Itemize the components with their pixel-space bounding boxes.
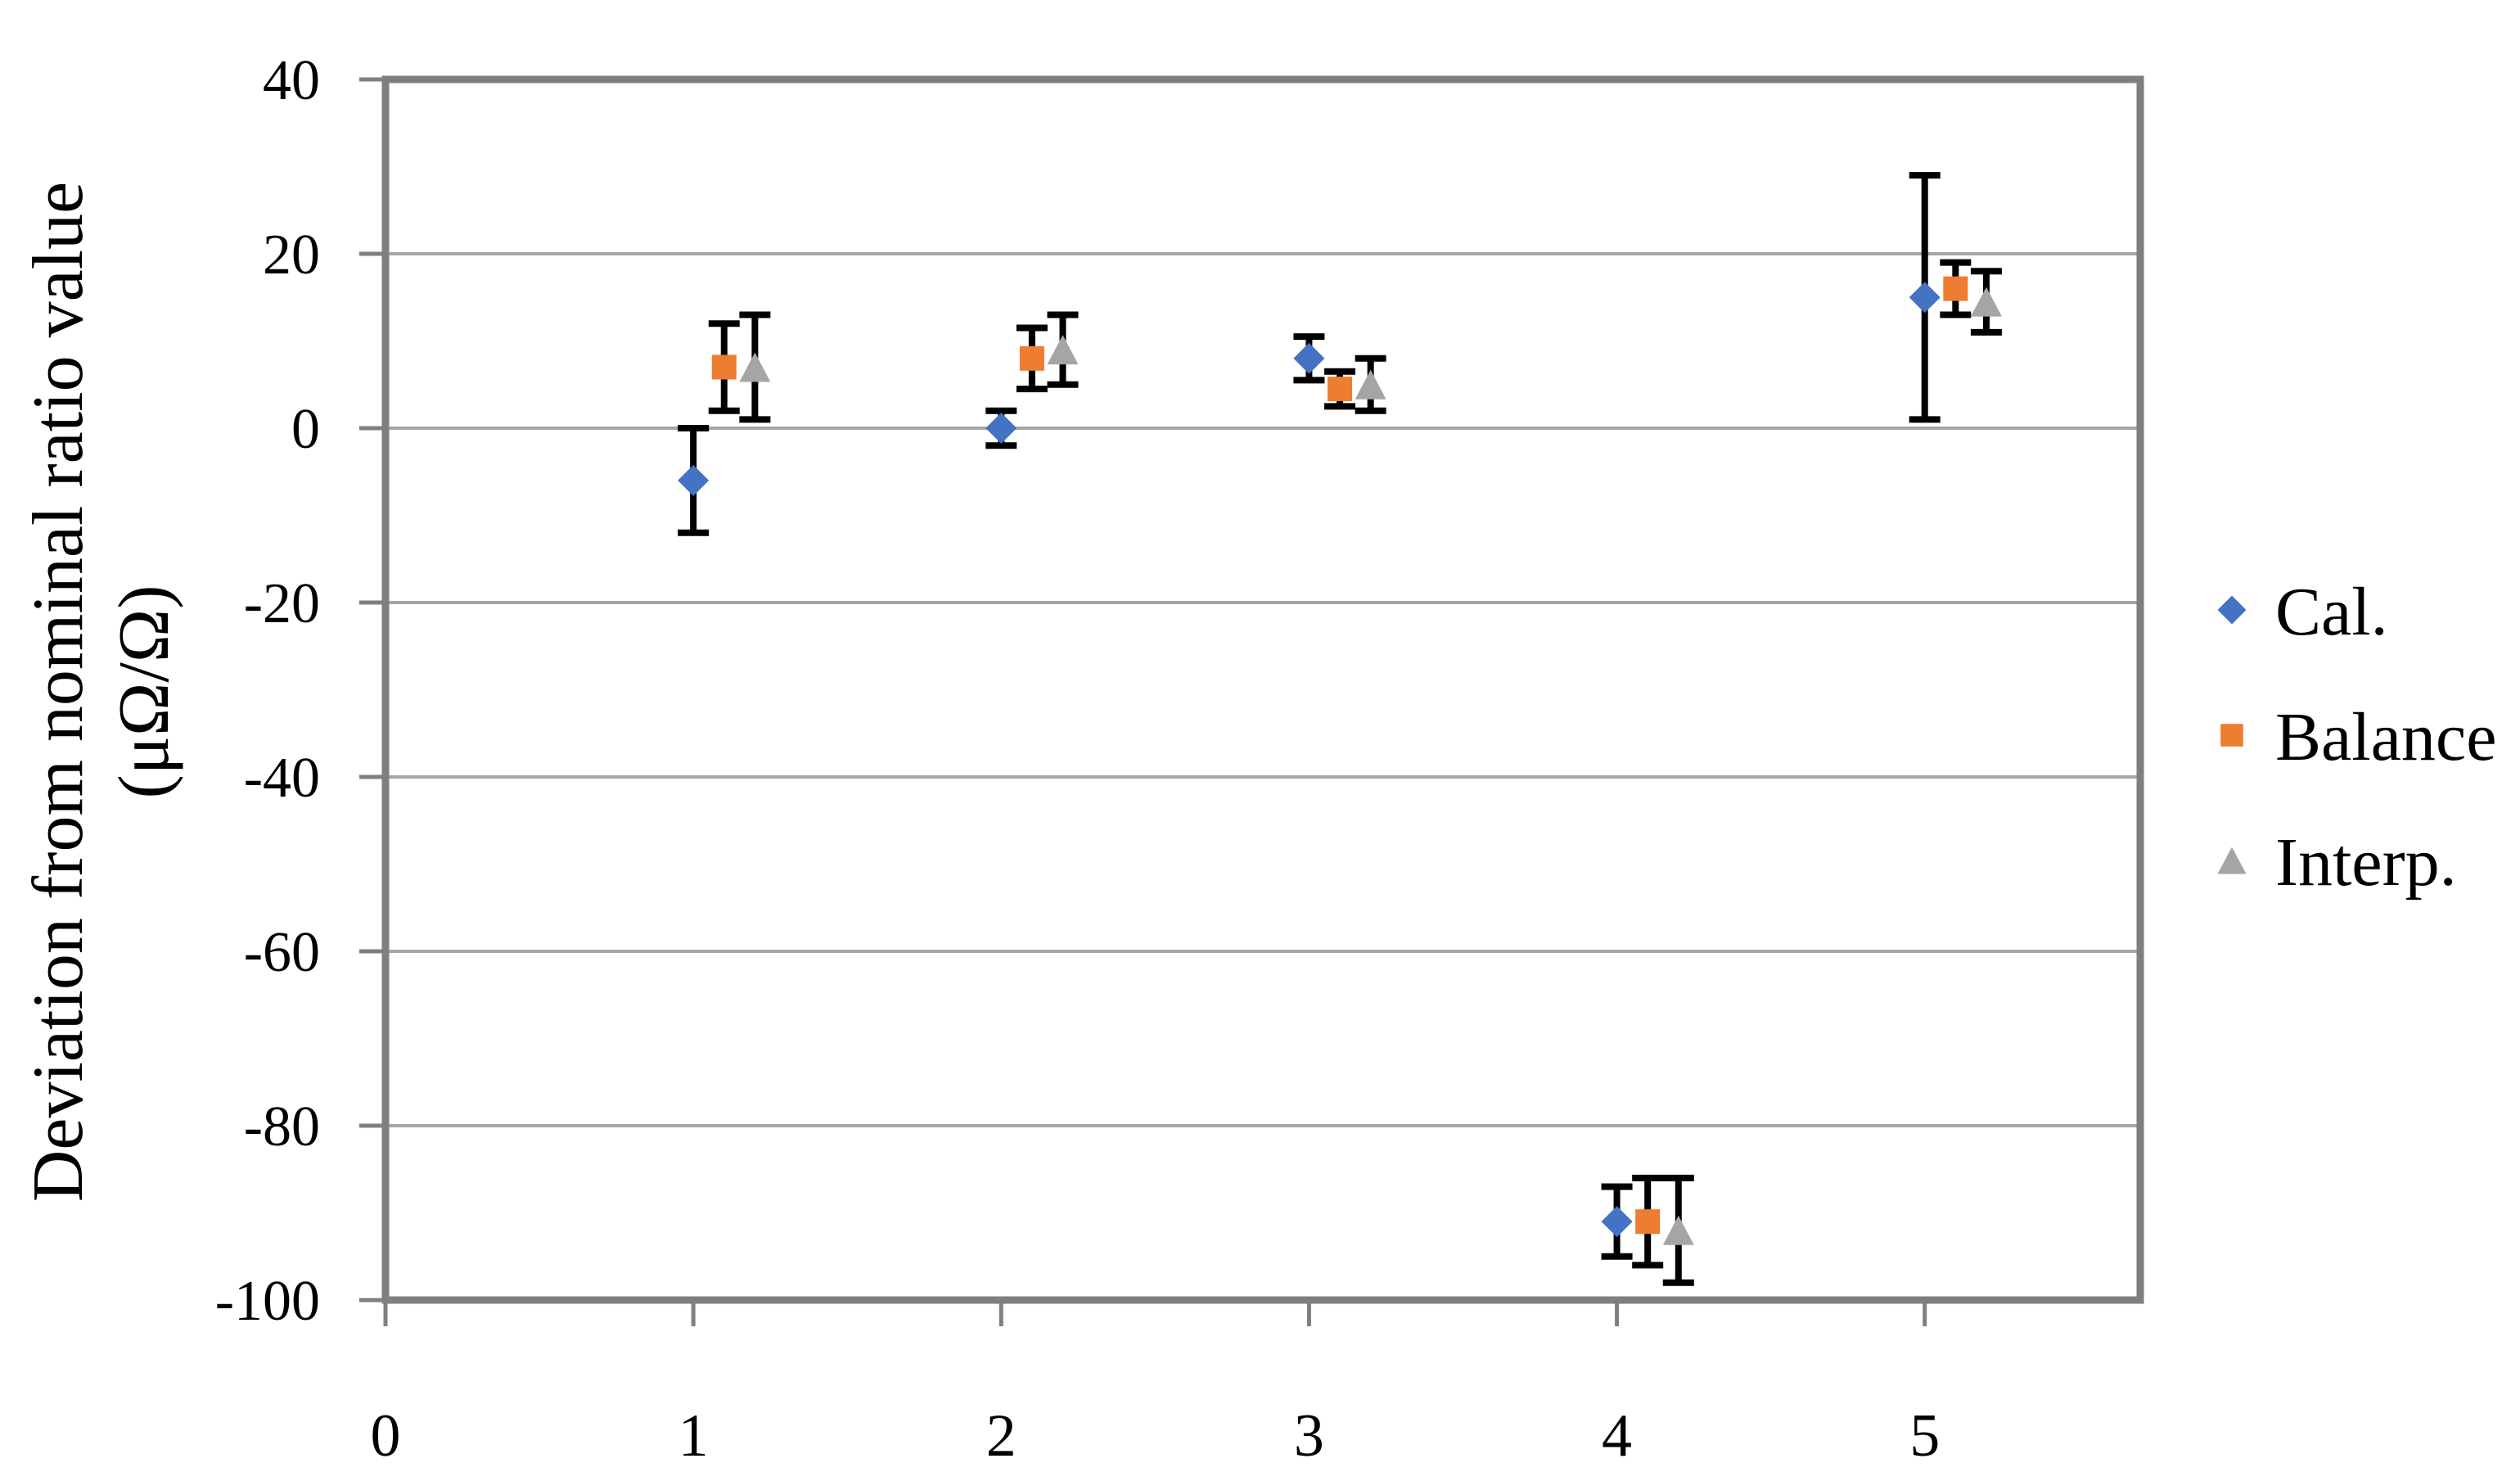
legend-marker-triangle — [2217, 847, 2247, 874]
legend-marker-diamond — [2217, 595, 2247, 625]
marker-diamond — [678, 464, 710, 496]
legend-label: Interp. — [2275, 824, 2457, 901]
error-bars — [678, 172, 2002, 1286]
legend-label: Cal. — [2275, 574, 2388, 650]
gridlines — [385, 78, 2140, 1302]
markers — [678, 276, 2002, 1245]
y-axis-title-line2: (μΩ/Ω) — [105, 585, 184, 798]
marker-diamond — [1601, 1206, 1633, 1238]
marker-square — [1943, 276, 1968, 301]
y-tick-labels: 40 20 0 -20 -40 -60 -80 -100 — [215, 49, 320, 1333]
x-tick-label: 5 — [1909, 1402, 1940, 1468]
plot-border — [381, 75, 2144, 1304]
marker-square — [1328, 377, 1353, 402]
y-tick-label: -80 — [244, 1095, 320, 1158]
x-tick-label: 3 — [1294, 1402, 1324, 1468]
axis-ticks — [359, 77, 1927, 1326]
marker-square — [711, 354, 737, 380]
legend-label: Balance — [2275, 699, 2497, 775]
x-tick-label: 0 — [371, 1402, 401, 1468]
marker-square — [1635, 1209, 1661, 1235]
legend-marker-square — [2220, 724, 2243, 747]
marker-diamond — [1293, 342, 1325, 374]
marker-triangle — [1662, 1215, 1694, 1245]
legend-item-cal: Cal. — [2217, 574, 2388, 650]
legend: Cal. Balance Interp. — [2217, 574, 2497, 901]
legend-item-balance: Balance — [2220, 699, 2497, 775]
x-tick-label: 2 — [986, 1402, 1017, 1468]
plot-border-rect — [381, 75, 2144, 1304]
marker-square — [1019, 345, 1044, 371]
y-tick-label: -60 — [244, 921, 320, 984]
marker-triangle — [1970, 287, 2002, 317]
y-tick-label: -20 — [244, 572, 320, 635]
marker-diamond — [985, 413, 1017, 444]
marker-diamond — [1909, 282, 1941, 314]
marker-triangle — [739, 352, 771, 382]
y-tick-label: -100 — [215, 1270, 320, 1333]
y-tick-label: 40 — [263, 49, 320, 112]
y-tick-label: 0 — [291, 398, 320, 461]
y-tick-label: 20 — [263, 224, 320, 287]
x-tick-labels: 0 1 2 3 4 5 — [371, 1402, 1941, 1470]
y-axis-title-line1: Deviation from nominal ratio value — [19, 182, 98, 1202]
legend-item-interp: Interp. — [2217, 824, 2457, 901]
marker-triangle — [1047, 335, 1079, 365]
marker-triangle — [1355, 369, 1386, 400]
y-tick-label: -40 — [244, 747, 320, 810]
x-tick-label: 4 — [1602, 1402, 1632, 1468]
x-tick-label: 1 — [678, 1402, 709, 1468]
